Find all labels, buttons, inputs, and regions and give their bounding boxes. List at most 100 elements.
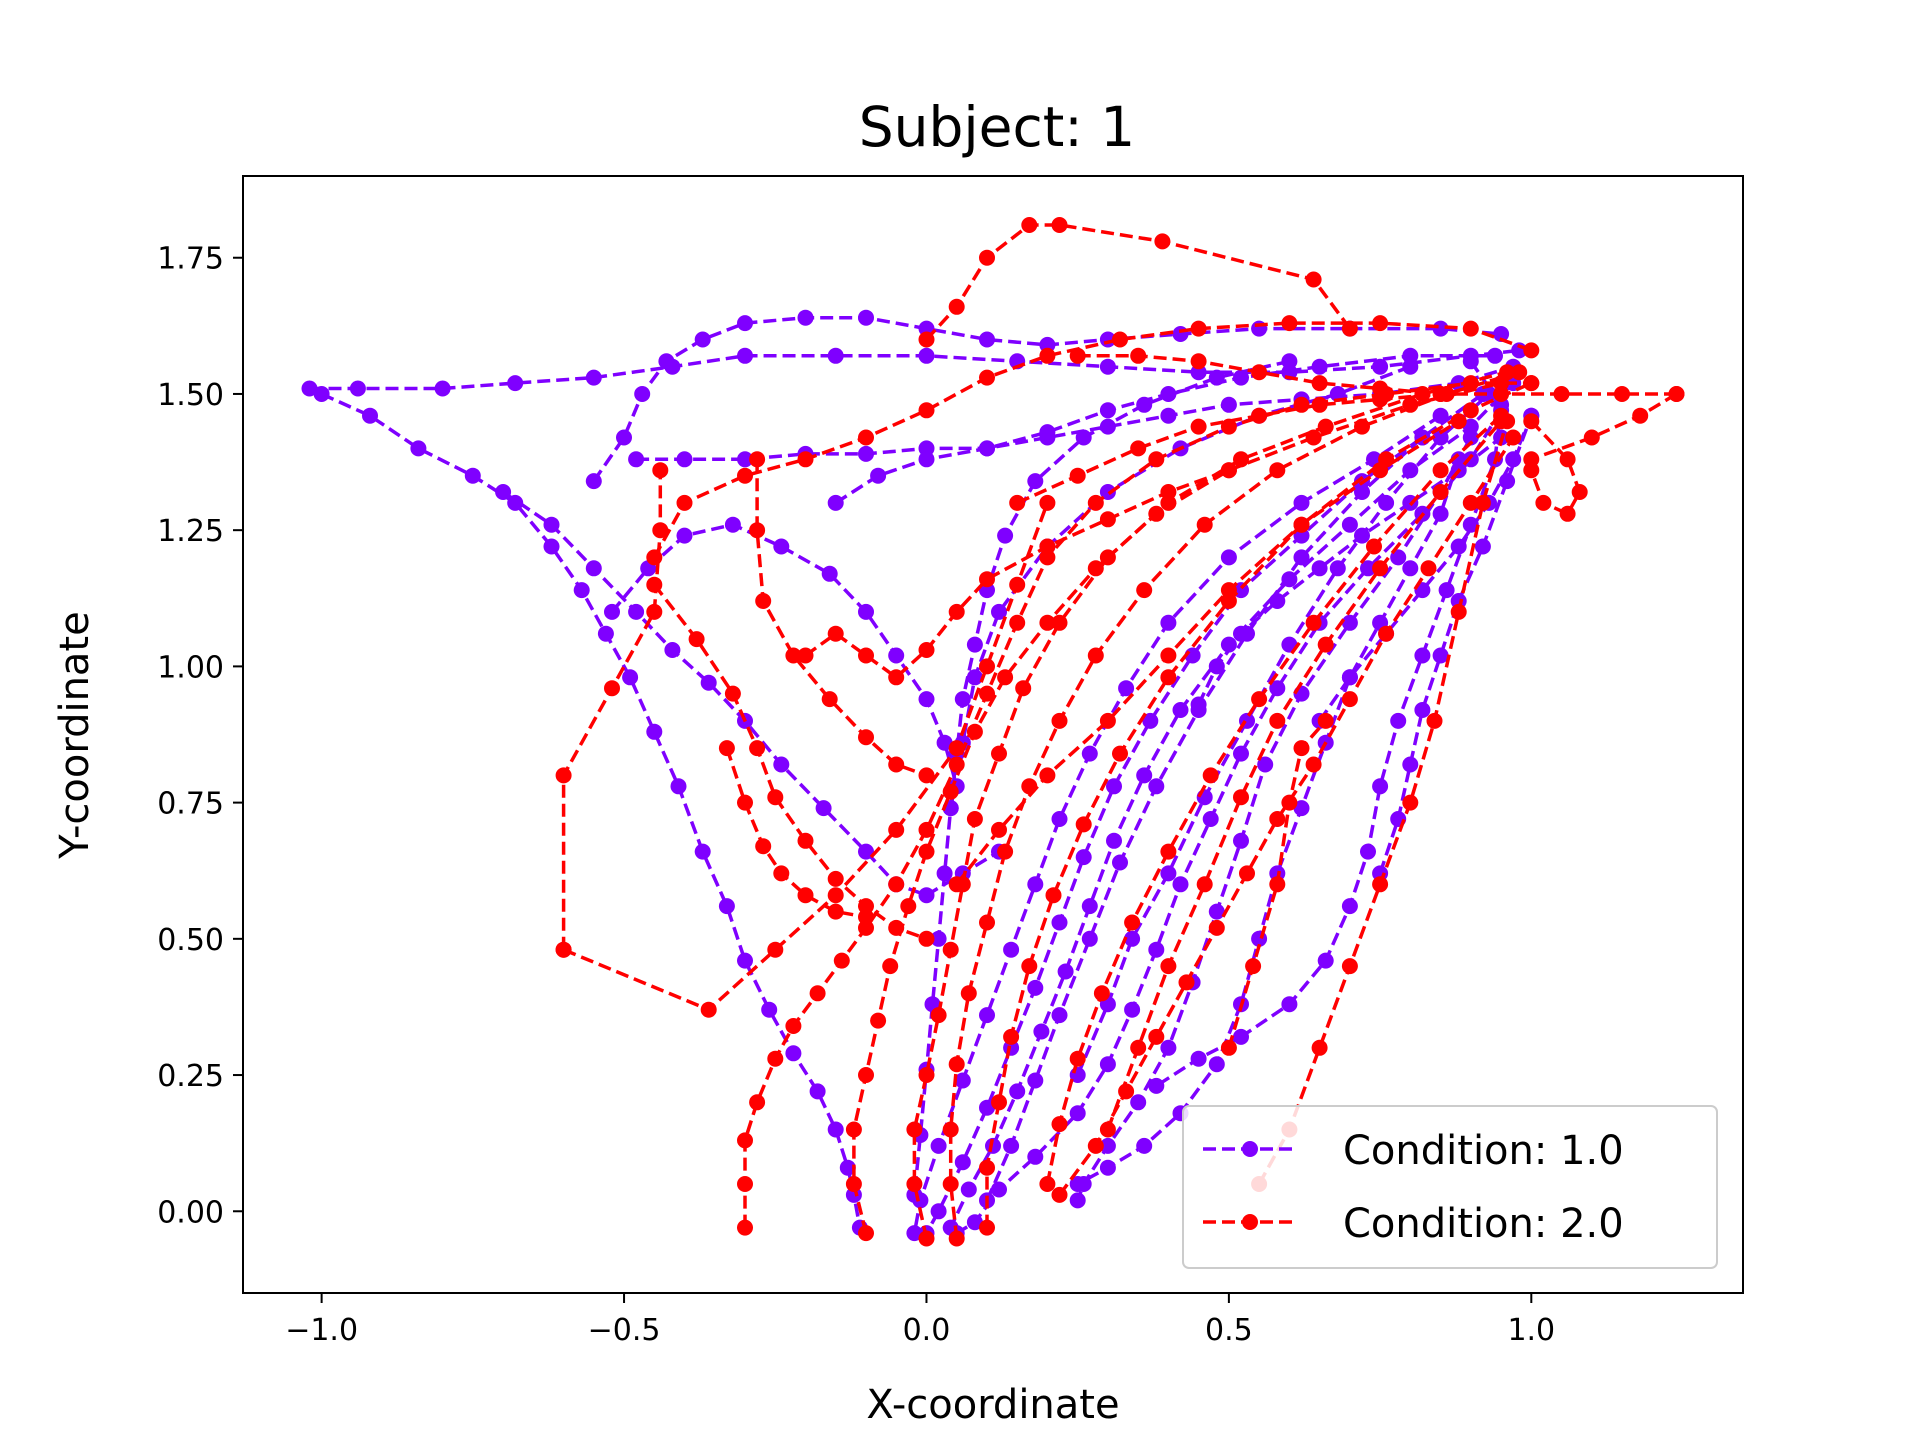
data-point xyxy=(507,375,524,392)
data-point xyxy=(1027,1072,1044,1089)
data-point xyxy=(1269,811,1286,827)
data-point xyxy=(1559,505,1576,522)
data-point xyxy=(797,832,814,849)
data-point xyxy=(1033,1023,1050,1040)
data-point xyxy=(1148,1077,1165,1094)
data-point xyxy=(1432,484,1449,500)
data-point xyxy=(737,1219,753,1236)
data-point xyxy=(1614,386,1630,402)
data-point xyxy=(1341,614,1358,631)
data-point xyxy=(604,603,620,620)
data-point xyxy=(1130,347,1147,364)
trajectory-line xyxy=(309,348,1520,391)
data-point xyxy=(755,838,772,855)
data-point xyxy=(858,603,874,620)
data-point xyxy=(1045,887,1062,904)
y-ticks: 0.00 0.25 0.50 0.75 1.00 1.25 1.50 1.75 xyxy=(157,242,243,1230)
data-point xyxy=(888,756,905,773)
trajectory-line xyxy=(1257,420,1509,1185)
data-point xyxy=(1148,1028,1165,1045)
data-point xyxy=(1269,680,1286,697)
trajectory-line xyxy=(502,490,1000,897)
data-point xyxy=(555,941,572,958)
data-point xyxy=(1099,712,1116,729)
data-point xyxy=(1426,712,1443,729)
data-point xyxy=(676,494,693,511)
data-point xyxy=(718,740,735,757)
data-point xyxy=(1523,462,1540,479)
y-tick-label: 0.75 xyxy=(157,787,224,822)
data-point xyxy=(1021,958,1038,975)
data-point xyxy=(737,952,753,969)
data-point xyxy=(1075,816,1092,833)
data-point xyxy=(1220,636,1237,653)
data-point xyxy=(966,1214,983,1231)
data-point xyxy=(809,985,826,1002)
data-point xyxy=(1317,712,1334,729)
data-point xyxy=(658,353,675,370)
data-point xyxy=(1015,680,1032,697)
data-point xyxy=(718,898,735,915)
data-point xyxy=(1366,538,1382,555)
data-point xyxy=(1081,745,1098,762)
data-point xyxy=(1099,549,1116,566)
data-point xyxy=(767,789,784,806)
data-point xyxy=(948,876,965,893)
data-point xyxy=(906,1121,923,1138)
data-point xyxy=(652,462,669,479)
trajectory-line xyxy=(1016,392,1441,505)
data-point xyxy=(1160,865,1177,882)
data-point xyxy=(1039,1176,1056,1192)
data-point xyxy=(827,887,844,904)
data-point xyxy=(1281,571,1298,588)
data-point xyxy=(724,516,741,533)
data-point xyxy=(1372,391,1389,408)
data-point xyxy=(616,429,632,446)
data-point xyxy=(1160,669,1177,686)
data-point xyxy=(1493,386,1510,402)
data-point xyxy=(773,538,790,555)
data-point xyxy=(1190,702,1207,718)
data-point xyxy=(1233,789,1249,806)
data-point xyxy=(1432,320,1449,337)
data-point xyxy=(700,674,717,691)
data-point xyxy=(646,549,663,566)
data-point xyxy=(1402,462,1419,479)
data-point xyxy=(948,298,965,315)
data-point xyxy=(1160,407,1177,424)
data-point xyxy=(1027,473,1044,490)
data-point xyxy=(464,467,481,484)
data-point xyxy=(1021,217,1038,233)
data-point xyxy=(1027,876,1044,893)
legend-label-condition-2: Condition: 2.0 xyxy=(1343,1201,1624,1247)
x-tick-label: −1.0 xyxy=(285,1313,358,1348)
data-point xyxy=(1233,369,1249,386)
trajectory-line xyxy=(1076,392,1491,1076)
data-point xyxy=(1009,576,1026,593)
data-point xyxy=(1099,511,1116,528)
data-point xyxy=(1208,658,1225,675)
data-point xyxy=(1160,1039,1177,1056)
data-point xyxy=(1432,429,1449,446)
data-point xyxy=(646,603,663,620)
data-point xyxy=(948,1230,965,1247)
data-point xyxy=(755,593,772,609)
data-point xyxy=(362,407,378,424)
data-point xyxy=(1069,1050,1086,1067)
data-point xyxy=(1257,756,1274,773)
y-tick-label: 1.00 xyxy=(157,650,224,685)
data-point xyxy=(1432,462,1449,479)
data-point xyxy=(1051,811,1068,827)
data-point xyxy=(1462,494,1479,511)
data-point xyxy=(930,930,947,947)
y-axis-label: Y-coordinate xyxy=(52,611,98,859)
data-point xyxy=(1390,549,1407,566)
y-tick-label: 1.50 xyxy=(157,378,224,413)
data-point xyxy=(1190,418,1207,435)
data-point xyxy=(1154,233,1171,250)
data-point xyxy=(688,631,705,648)
data-point xyxy=(1341,958,1358,975)
data-point xyxy=(1160,958,1177,975)
data-point xyxy=(1372,462,1389,479)
data-point xyxy=(555,767,572,784)
